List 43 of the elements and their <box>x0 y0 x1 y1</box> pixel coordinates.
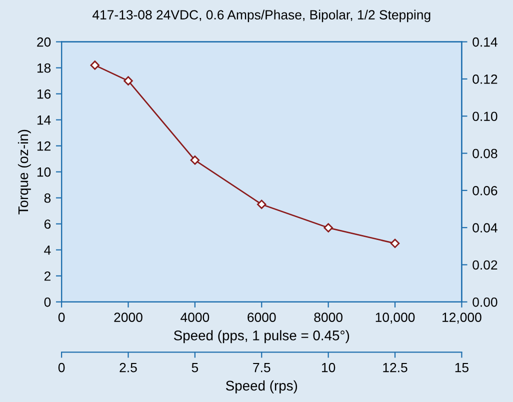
x-tick-label: 10,000 <box>376 312 415 324</box>
x2-tick-label: 12.5 <box>383 362 408 372</box>
y2-tick-label: 0.06 <box>472 186 498 196</box>
x2-tick-label: 2.5 <box>120 362 137 372</box>
x2-tick-label: 5 <box>192 363 198 372</box>
y2-tick-label: 0.08 <box>472 148 498 158</box>
x2-tick-label: 15 <box>455 363 468 372</box>
y-tick-label: 2 <box>44 271 50 281</box>
x-tick-label: 12,000 <box>442 312 482 324</box>
x2-tick-label: 7.5 <box>253 363 270 372</box>
x-tick-label: 6000 <box>248 312 276 322</box>
y2-tick-label: 0.04 <box>472 223 498 232</box>
point <box>190 156 200 165</box>
x2-tick-label: 0 <box>58 362 65 372</box>
chart-title: 417-13-08 24VDC, 0.6 Amps/Phase, Bipolar, 1/2 Stepping <box>92 10 430 22</box>
x2-tick-label: 10 <box>322 362 336 372</box>
point <box>90 60 100 70</box>
x2-axis-title: Speed (rps) <box>226 380 298 394</box>
point <box>390 238 400 248</box>
x-tick-label: 0 <box>58 312 65 322</box>
y-tick-label: 16 <box>37 89 51 99</box>
point <box>324 223 333 232</box>
y2-tick-label: 0.14 <box>472 37 498 47</box>
x-tick-label: 2000 <box>114 312 142 322</box>
y-tick-label: 6 <box>44 219 51 229</box>
y-tick-label: 20 <box>37 37 51 47</box>
point <box>257 200 266 209</box>
y-tick-label: 12 <box>37 141 50 151</box>
x-tick-label: 4000 <box>180 312 210 322</box>
x-axis-title: Speed (pps, 1 pulse = 0.45°) <box>174 330 350 344</box>
y2-tick-label: 0.12 <box>472 74 498 84</box>
y2-tick-label: 0.10 <box>472 112 498 122</box>
y2-tick-label: 0.02 <box>472 260 498 270</box>
y-tick-label: 18 <box>37 63 51 73</box>
point <box>124 76 133 86</box>
y-tick-label: 10 <box>37 167 51 177</box>
y-axis-title: Torque (oz-in) <box>18 130 31 214</box>
y-tick-label: 4 <box>44 246 51 255</box>
y-tick-label: 0 <box>44 297 51 307</box>
x-tick-label: 8000 <box>314 312 342 322</box>
y-tick-label: 8 <box>44 193 51 203</box>
y2-tick-label: 0.00 <box>472 297 498 307</box>
y-tick-label: 14 <box>37 116 51 125</box>
